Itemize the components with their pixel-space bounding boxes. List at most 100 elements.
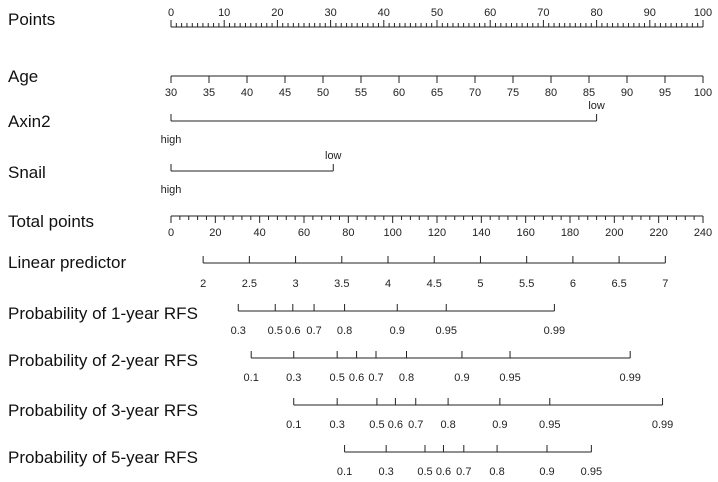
total-points-tick-label: 20 (209, 227, 221, 239)
prob-2y-tick-label: 0.7 (368, 372, 383, 384)
prob-5y-tick-label: 0.3 (379, 466, 394, 478)
row-label-points: Points (8, 10, 55, 29)
points-tick-label: 100 (694, 7, 712, 19)
prob-1y-tick-label: 0.7 (306, 325, 321, 337)
total-points-tick-label: 220 (649, 227, 667, 239)
prob-3y-tick-label: 0.5 (369, 419, 384, 431)
points-tick-label: 0 (168, 7, 174, 19)
points-tick-label: 80 (590, 7, 602, 19)
points-tick-label: 30 (324, 7, 336, 19)
age-tick-label: 35 (203, 87, 215, 99)
points-tick-label: 20 (271, 7, 283, 19)
prob-1y-tick-label: 0.95 (436, 325, 457, 337)
prob-3y-tick-label: 0.8 (440, 419, 455, 431)
prob-2y-tick-label: 0.1 (244, 372, 259, 384)
prob-1y-tick-label: 0.99 (544, 325, 565, 337)
prob-5y-tick-label: 0.95 (581, 466, 602, 478)
total-points-tick-label: 160 (516, 227, 534, 239)
prob-5y-tick-label: 0.9 (539, 466, 554, 478)
total-points-tick-label: 140 (472, 227, 490, 239)
prob-3y-tick-label: 0.6 (388, 419, 403, 431)
linear-predictor-tick-label: 6 (570, 278, 576, 290)
snail-level-label-low: low (325, 150, 342, 162)
age-tick-label: 50 (317, 87, 329, 99)
total-points-tick-label: 0 (168, 227, 174, 239)
row-label-prob-1y: Probability of 1-year RFS (8, 304, 198, 323)
axin2-level-label-low: low (588, 100, 605, 112)
prob-5y-tick-label: 0.8 (489, 466, 504, 478)
points-tick-label: 90 (644, 7, 656, 19)
prob-1y-tick-label: 0.6 (285, 325, 300, 337)
total-points-tick-label: 60 (298, 227, 310, 239)
total-points-tick-label: 100 (383, 227, 401, 239)
age-tick-label: 75 (507, 87, 519, 99)
points-tick-label: 70 (537, 7, 549, 19)
prob-2y-tick-label: 0.8 (399, 372, 414, 384)
row-label-prob-3y: Probability of 3-year RFS (8, 401, 198, 420)
points-tick-label: 10 (218, 7, 230, 19)
prob-5y-tick-label: 0.5 (417, 466, 432, 478)
prob-5y-tick-label: 0.1 (337, 466, 352, 478)
linear-predictor-tick-label: 5.5 (519, 278, 534, 290)
prob-1y-tick-label: 0.9 (390, 325, 405, 337)
prob-2y-tick-label: 0.99 (619, 372, 640, 384)
row-label-total-points: Total points (8, 212, 94, 231)
age-tick-label: 40 (241, 87, 253, 99)
linear-predictor-tick-label: 3.5 (334, 278, 349, 290)
age-tick-label: 90 (621, 87, 633, 99)
prob-2y-tick-label: 0.3 (286, 372, 301, 384)
linear-predictor-tick-label: 2 (200, 278, 206, 290)
linear-predictor-tick-label: 5 (477, 278, 483, 290)
row-label-prob-2y: Probability of 2-year RFS (8, 351, 198, 370)
prob-2y-tick-label: 0.9 (454, 372, 469, 384)
age-tick-label: 70 (469, 87, 481, 99)
prob-1y-tick-label: 0.3 (231, 325, 246, 337)
linear-predictor-tick-label: 7 (662, 278, 668, 290)
linear-predictor-tick-label: 4 (385, 278, 391, 290)
prob-5y-tick-label: 0.7 (456, 466, 471, 478)
linear-predictor-tick-label: 3 (293, 278, 299, 290)
age-tick-label: 65 (431, 87, 443, 99)
total-points-tick-label: 80 (342, 227, 354, 239)
age-tick-label: 80 (545, 87, 557, 99)
prob-3y-tick-label: 0.95 (539, 419, 560, 431)
total-points-tick-label: 200 (605, 227, 623, 239)
linear-predictor-tick-label: 6.5 (611, 278, 626, 290)
prob-3y-tick-label: 0.3 (330, 419, 345, 431)
prob-2y-tick-label: 0.6 (349, 372, 364, 384)
age-tick-label: 60 (393, 87, 405, 99)
age-tick-label: 85 (583, 87, 595, 99)
prob-3y-tick-label: 0.7 (408, 419, 423, 431)
points-tick-label: 40 (378, 7, 390, 19)
axin2-level-label-high: high (161, 134, 182, 146)
row-label-snail: Snail (8, 163, 46, 182)
row-label-axin2: Axin2 (8, 112, 51, 131)
prob-5y-tick-label: 0.6 (436, 466, 451, 478)
snail-level-label-high: high (161, 184, 182, 196)
total-points-tick-label: 120 (428, 227, 446, 239)
row-label-age: Age (8, 67, 38, 86)
prob-1y-tick-label: 0.8 (337, 325, 352, 337)
prob-3y-tick-label: 0.9 (492, 419, 507, 431)
prob-3y-tick-label: 0.99 (652, 419, 673, 431)
prob-2y-tick-label: 0.5 (330, 372, 345, 384)
age-tick-label: 100 (694, 87, 712, 99)
points-tick-label: 50 (431, 7, 443, 19)
prob-1y-tick-label: 0.5 (268, 325, 283, 337)
age-tick-label: 55 (355, 87, 367, 99)
age-tick-label: 95 (659, 87, 671, 99)
prob-3y-tick-label: 0.1 (286, 419, 301, 431)
prob-2y-tick-label: 0.95 (499, 372, 520, 384)
row-label-prob-5y: Probability of 5-year RFS (8, 448, 198, 467)
total-points-tick-label: 40 (254, 227, 266, 239)
linear-predictor-tick-label: 2.5 (242, 278, 257, 290)
points-tick-label: 60 (484, 7, 496, 19)
age-tick-label: 45 (279, 87, 291, 99)
total-points-tick-label: 240 (694, 227, 712, 239)
row-label-linear-predictor: Linear predictor (8, 253, 126, 272)
linear-predictor-tick-label: 4.5 (427, 278, 442, 290)
age-tick-label: 30 (165, 87, 177, 99)
total-points-tick-label: 180 (561, 227, 579, 239)
